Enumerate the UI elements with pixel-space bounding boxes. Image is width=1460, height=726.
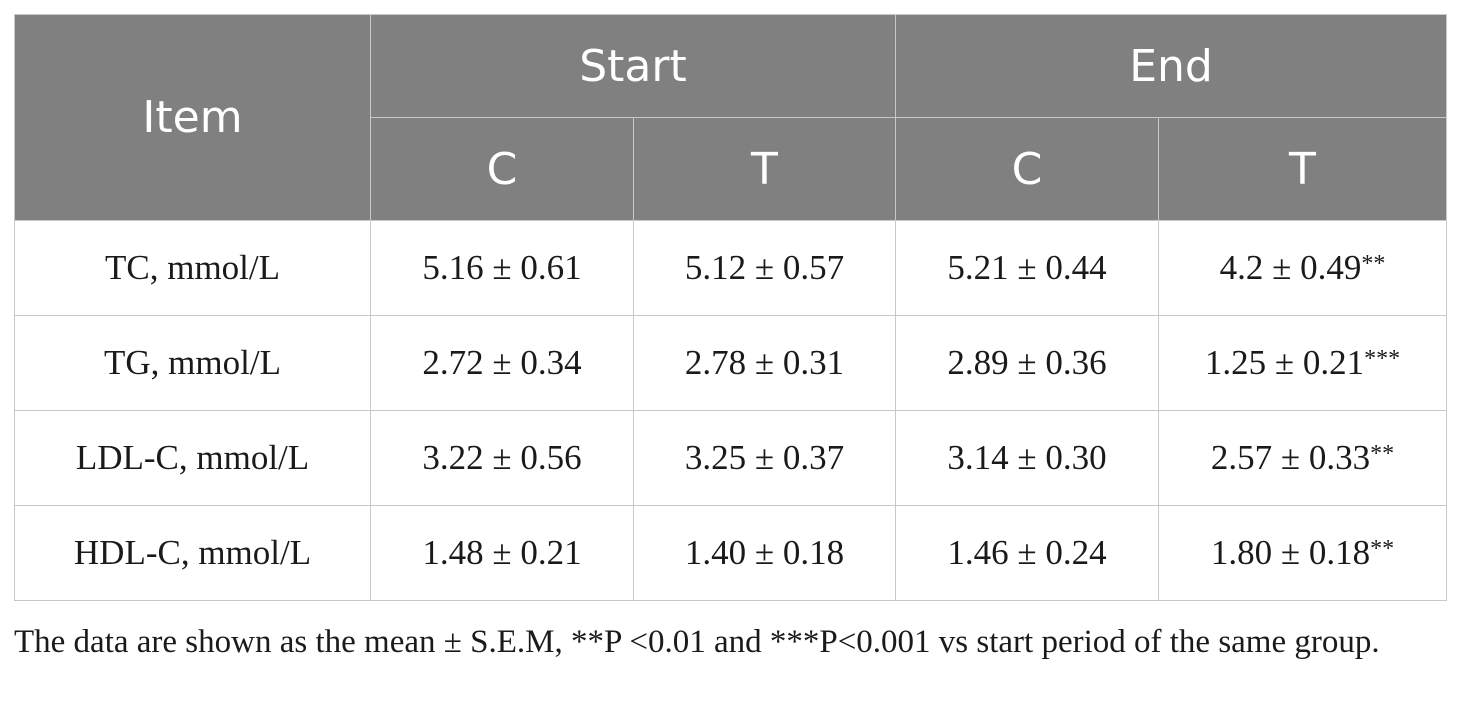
header-start-t: T (633, 117, 896, 221)
cell-value: 2.72 ± 0.34 (370, 315, 634, 411)
cell-value-text: 1.25 ± 0.21 (1204, 343, 1365, 382)
cell-value: 3.14 ± 0.30 (895, 410, 1159, 506)
cell-value: 1.46 ± 0.24 (895, 505, 1159, 601)
significance-marker: ** (1370, 536, 1395, 562)
header-item: Item (14, 14, 371, 221)
header-end-t: T (1158, 117, 1447, 221)
cell-value-text: 1.80 ± 0.18 (1210, 533, 1371, 572)
header-row-subgroups: C T C T (15, 117, 1447, 221)
table-footnote: The data are shown as the mean ± S.E.M, … (14, 624, 1380, 660)
cell-value-significant: 1.80 ± 0.18** (1158, 505, 1447, 601)
cell-value: 3.25 ± 0.37 (633, 410, 896, 506)
table-row: TC, mmol/L 5.16 ± 0.61 5.12 ± 0.57 5.21 … (14, 220, 1447, 316)
cell-value: 3.22 ± 0.56 (370, 410, 634, 506)
row-label: HDL-C, mmol/L (14, 505, 371, 601)
header-start: Start (370, 14, 896, 118)
row-label: TG, mmol/L (14, 315, 371, 411)
results-table-container: Item Start End C T C T TC, mmol/L 5.16 ±… (14, 14, 1447, 601)
cell-value: 5.12 ± 0.57 (633, 220, 896, 316)
cell-value-significant: 4.2 ± 0.49** (1158, 220, 1447, 316)
cell-value-text: 4.2 ± 0.49 (1219, 248, 1362, 287)
row-label: TC, mmol/L (14, 220, 371, 316)
header-end-c: C (895, 117, 1159, 221)
header-row-groups: Item Start End (14, 14, 1447, 221)
cell-value: 2.78 ± 0.31 (633, 315, 896, 411)
table-row: LDL-C, mmol/L 3.22 ± 0.56 3.25 ± 0.37 3.… (14, 410, 1447, 506)
cell-value: 2.89 ± 0.36 (895, 315, 1159, 411)
cell-value: 5.16 ± 0.61 (370, 220, 634, 316)
table-row: TG, mmol/L 2.72 ± 0.34 2.78 ± 0.31 2.89 … (14, 315, 1447, 411)
cell-value: 1.48 ± 0.21 (370, 505, 634, 601)
cell-value: 1.40 ± 0.18 (633, 505, 896, 601)
header-start-c: C (370, 117, 634, 221)
significance-marker: *** (1364, 346, 1401, 372)
header-end: End (895, 14, 1447, 118)
results-table: Item Start End C T C T TC, mmol/L 5.16 ±… (14, 14, 1447, 601)
table-row: HDL-C, mmol/L 1.48 ± 0.21 1.40 ± 0.18 1.… (14, 505, 1447, 601)
cell-value-significant: 2.57 ± 0.33** (1158, 410, 1447, 506)
significance-marker: ** (1370, 441, 1395, 467)
cell-value-significant: 1.25 ± 0.21*** (1158, 315, 1447, 411)
significance-marker: ** (1361, 251, 1386, 277)
cell-value: 5.21 ± 0.44 (895, 220, 1159, 316)
cell-value-text: 2.57 ± 0.33 (1210, 438, 1371, 477)
row-label: LDL-C, mmol/L (14, 410, 371, 506)
